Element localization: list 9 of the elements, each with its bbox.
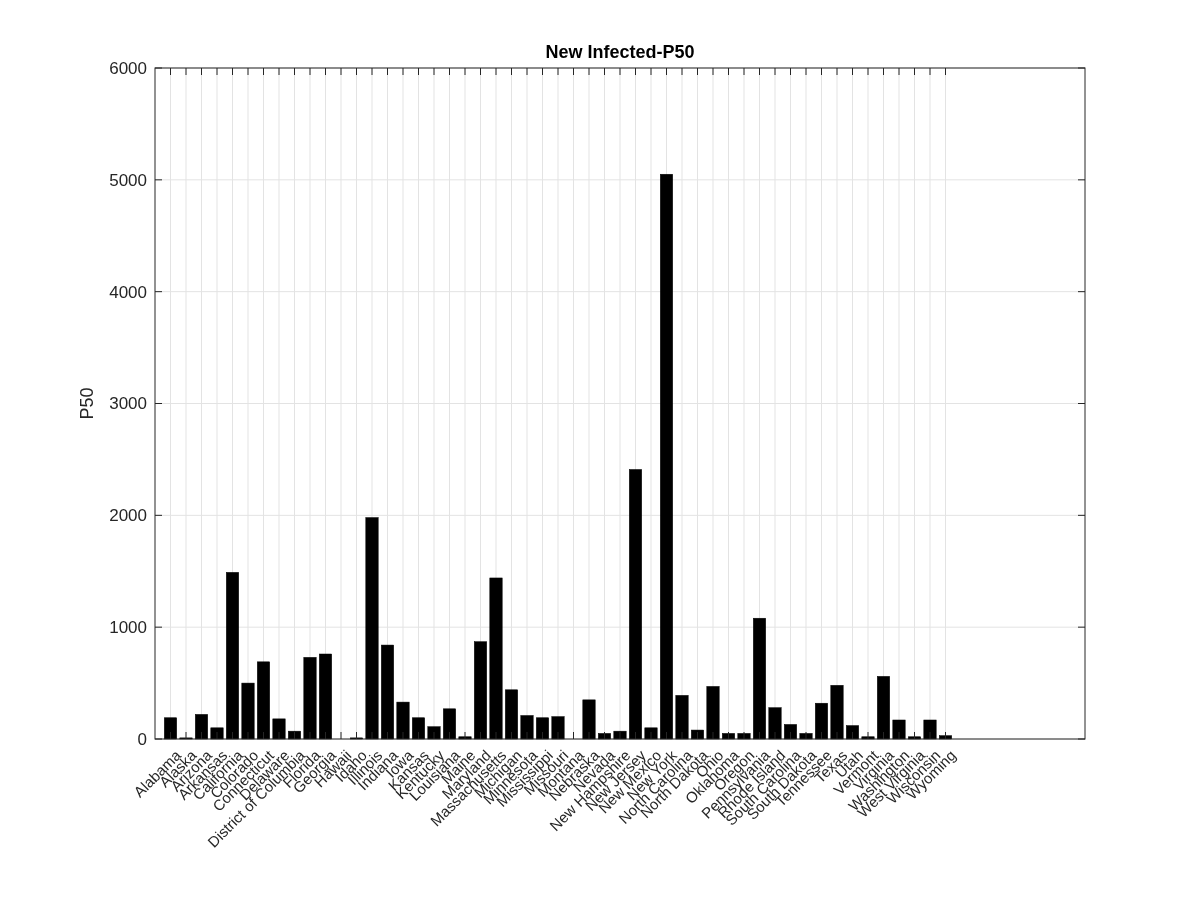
- y-tick-label: 1000: [109, 618, 147, 638]
- y-tick-label: 0: [137, 729, 147, 749]
- y-tick-label: 4000: [109, 282, 147, 302]
- chart-title: New Infected-P50: [545, 42, 695, 62]
- y-axis-title: P50: [77, 387, 97, 420]
- y-tick-label: 6000: [109, 58, 147, 78]
- y-tick-label: 2000: [109, 506, 147, 526]
- y-tick-label: 3000: [109, 394, 147, 414]
- y-tick-label: 5000: [109, 170, 147, 190]
